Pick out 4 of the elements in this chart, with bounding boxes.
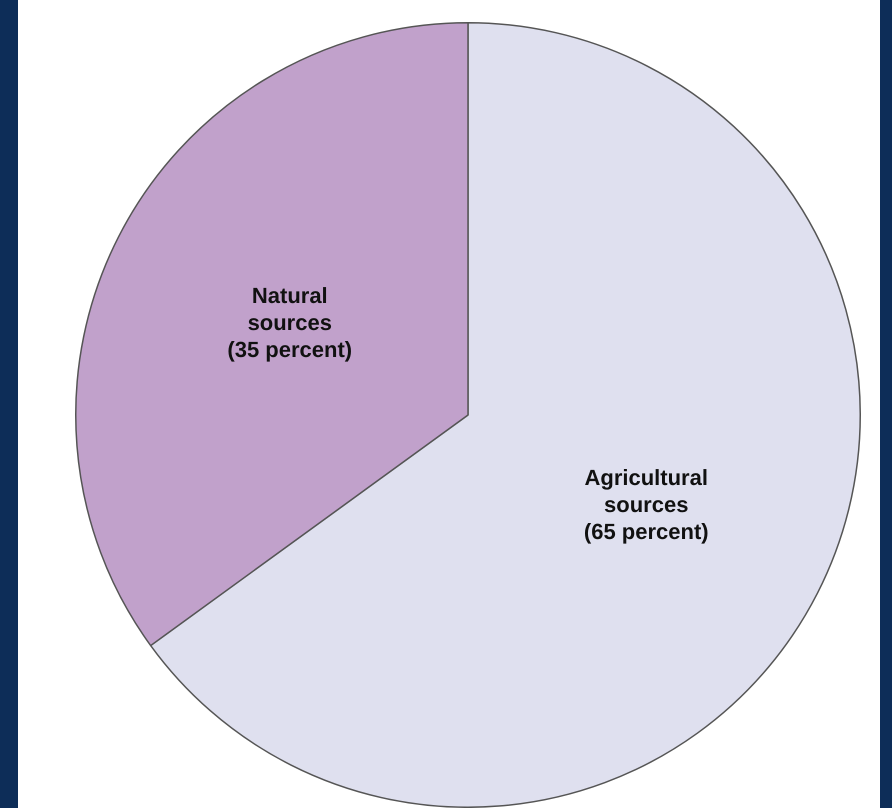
data-label: (65 percent) [584,518,709,544]
slice-label: Agricultural sources [584,464,708,517]
slice-label: Natural sources [248,283,332,336]
data-label: (35 percent) [227,337,352,362]
